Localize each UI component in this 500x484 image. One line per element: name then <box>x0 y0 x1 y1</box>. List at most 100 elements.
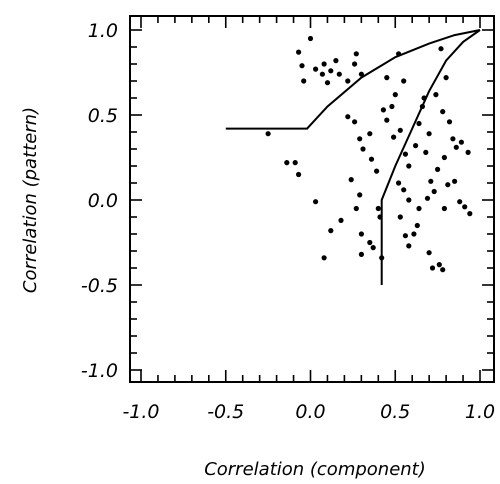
y-axis-title: Correlation (pattern) <box>20 107 41 293</box>
data-point <box>452 179 457 184</box>
data-point <box>413 143 418 148</box>
data-point <box>438 46 443 51</box>
data-point <box>328 228 333 233</box>
x-tick-label: 1.0 <box>465 401 495 423</box>
data-point <box>415 223 420 228</box>
data-point <box>442 155 447 160</box>
data-point <box>420 104 425 109</box>
data-point <box>427 250 432 255</box>
data-point <box>357 192 362 197</box>
y-tick-label: -1.0 <box>81 360 118 382</box>
data-point <box>357 136 362 141</box>
data-point <box>354 206 359 211</box>
data-point <box>462 204 467 209</box>
data-point <box>442 206 447 211</box>
data-point <box>398 128 403 133</box>
y-axis-ticks: -1.0 -0.5 0.0 0.5 1.0 <box>81 20 494 382</box>
data-point <box>359 252 364 257</box>
data-point <box>401 187 406 192</box>
data-point <box>437 262 442 267</box>
x-axis-title: Correlation (component) <box>204 459 426 480</box>
data-point <box>284 160 289 165</box>
x-tick-label: 0.5 <box>380 401 410 423</box>
data-point <box>354 51 359 56</box>
data-point <box>360 146 365 151</box>
data-point <box>369 157 374 162</box>
data-point <box>349 177 354 182</box>
data-point <box>416 206 421 211</box>
y-tick-label: 0.0 <box>88 190 118 212</box>
data-point <box>352 61 357 66</box>
boundary-curve <box>382 30 480 285</box>
data-point <box>299 63 304 68</box>
data-point <box>416 121 421 126</box>
data-point <box>379 255 384 260</box>
x-axis-ticks: -1.0 -0.5 0.0 0.5 1.0 <box>122 16 495 423</box>
data-point <box>427 131 432 136</box>
data-point <box>423 150 428 155</box>
data-point <box>406 243 411 248</box>
data-point <box>359 231 364 236</box>
data-point <box>454 145 459 150</box>
data-point <box>440 267 445 272</box>
data-point <box>445 182 450 187</box>
y-tick-label: 1.0 <box>88 20 118 42</box>
data-point <box>308 36 313 41</box>
data-point <box>371 245 376 250</box>
data-point <box>391 135 396 140</box>
data-point <box>313 67 318 72</box>
data-point <box>425 196 430 201</box>
data-point <box>396 51 401 56</box>
data-point <box>367 240 372 245</box>
data-point <box>384 118 389 123</box>
data-point <box>367 131 372 136</box>
data-point <box>374 169 379 174</box>
data-point <box>444 75 449 80</box>
data-point <box>435 167 440 172</box>
y-tick-label: 0.5 <box>88 105 118 127</box>
data-point <box>411 231 416 236</box>
x-tick-label: -0.5 <box>207 401 244 423</box>
y-tick-label: -0.5 <box>81 275 118 297</box>
data-point <box>337 72 342 77</box>
data-point <box>403 233 408 238</box>
data-point <box>296 172 301 177</box>
data-point <box>266 131 271 136</box>
data-point <box>422 95 427 100</box>
data-point <box>466 150 471 155</box>
data-point <box>345 114 350 119</box>
data-point <box>433 92 438 97</box>
data-point <box>322 61 327 66</box>
data-point <box>381 107 386 112</box>
data-point <box>459 140 464 145</box>
data-point <box>430 265 435 270</box>
data-point <box>450 136 455 141</box>
data-point <box>313 199 318 204</box>
data-point <box>376 206 381 211</box>
data-point <box>406 163 411 168</box>
data-points <box>266 36 473 272</box>
data-point <box>396 180 401 185</box>
data-point <box>322 255 327 260</box>
data-point <box>333 58 338 63</box>
data-point <box>401 78 406 83</box>
data-point <box>393 92 398 97</box>
data-point <box>389 104 394 109</box>
data-point <box>398 214 403 219</box>
data-point <box>296 50 301 55</box>
data-point <box>328 68 333 73</box>
data-point <box>403 152 408 157</box>
data-point <box>467 211 472 216</box>
x-tick-label: 0.0 <box>295 401 325 423</box>
data-point <box>440 109 445 114</box>
data-point <box>428 179 433 184</box>
data-point <box>432 189 437 194</box>
data-point <box>457 199 462 204</box>
data-point <box>301 78 306 83</box>
data-point <box>447 119 452 124</box>
data-point <box>338 218 343 223</box>
data-point <box>406 197 411 202</box>
data-point <box>359 72 364 77</box>
data-point <box>352 119 357 124</box>
